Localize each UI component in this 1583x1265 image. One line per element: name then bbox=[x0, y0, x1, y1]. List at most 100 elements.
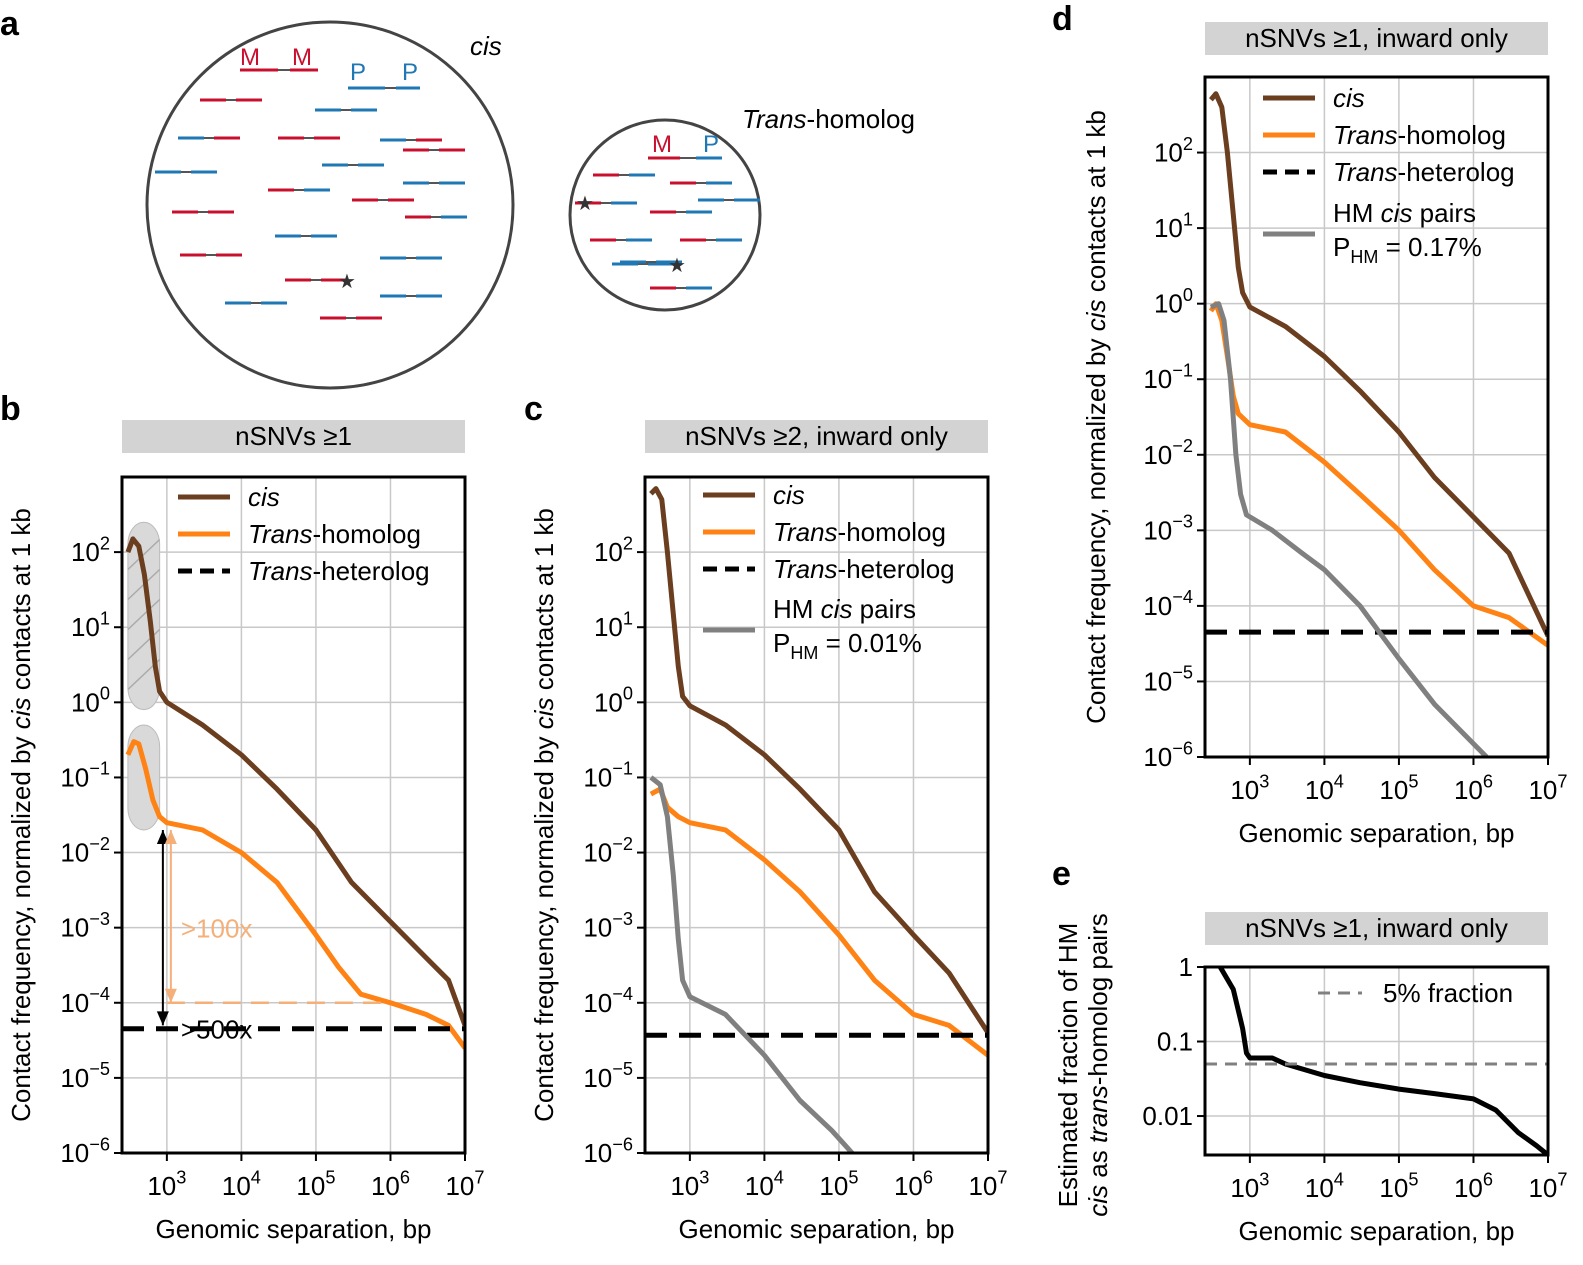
arrowhead bbox=[156, 829, 169, 844]
x-tick-label: 107 bbox=[968, 1167, 1007, 1201]
y-tick-label: 10−5 bbox=[583, 1059, 633, 1093]
x-tick-label: 104 bbox=[1305, 1169, 1344, 1203]
panel-letter-e: e bbox=[1052, 855, 1071, 893]
panel-a-diagram: cis Trans-homolog M M P P M P ★ ★ ★ bbox=[145, 20, 915, 390]
y-tick-label: 10−4 bbox=[1143, 587, 1193, 621]
y-tick-label: 0.1 bbox=[1157, 1027, 1193, 1057]
p-label-1: P bbox=[350, 59, 366, 86]
chart-title-bar bbox=[1205, 22, 1548, 55]
series-line-cis bbox=[125, 536, 465, 1027]
y-tick-label: 10−5 bbox=[1143, 663, 1193, 697]
x-tick-label: 106 bbox=[371, 1167, 410, 1201]
x-tick-label: 103 bbox=[1230, 1169, 1269, 1203]
read-pairs bbox=[155, 68, 760, 320]
legend-label: Trans-heterolog bbox=[773, 554, 955, 584]
y-tick-label: 10−4 bbox=[583, 984, 633, 1018]
legend-label: Trans-homolog bbox=[248, 519, 421, 549]
legend-label: Trans-heterolog bbox=[1333, 157, 1515, 187]
highlight-ellipse bbox=[127, 521, 161, 711]
series-line-cis bbox=[1208, 91, 1548, 638]
series-line-estimated-fraction bbox=[1218, 967, 1548, 1155]
x-tick-label: 104 bbox=[745, 1167, 784, 1201]
legend-label: cis bbox=[1333, 83, 1365, 113]
y-tick-label: 10−3 bbox=[583, 909, 633, 943]
legend-label: Trans-heterolog bbox=[248, 556, 430, 586]
y-axis-label: Contact frequency, normalized by cis con… bbox=[6, 508, 36, 1122]
star-icon: ★ bbox=[576, 193, 594, 215]
y-tick-label: 101 bbox=[71, 609, 110, 643]
m-label-1: M bbox=[240, 44, 260, 71]
x-tick-label: 104 bbox=[222, 1167, 261, 1201]
x-tick-label: 104 bbox=[1305, 771, 1344, 805]
hatch-line bbox=[127, 598, 161, 631]
star-icon: ★ bbox=[338, 271, 356, 293]
y-tick-label: 10−6 bbox=[583, 1134, 633, 1168]
y-tick-label: 1 bbox=[1179, 952, 1193, 982]
panel-letter-d: d bbox=[1052, 0, 1073, 38]
axes-frame bbox=[1203, 965, 1550, 1157]
x-tick-label: 103 bbox=[670, 1167, 709, 1201]
legend-label: PHM = 0.01% bbox=[773, 628, 922, 663]
y-tick-label: 102 bbox=[594, 533, 633, 567]
panel-letter-a: a bbox=[0, 5, 20, 43]
y-tick-label: 100 bbox=[1154, 285, 1193, 319]
legend-label: cis bbox=[773, 480, 805, 510]
y-tick-label: 100 bbox=[594, 684, 633, 718]
chart-title-bar bbox=[645, 420, 988, 453]
arrowhead bbox=[164, 988, 177, 1003]
x-axis-label: Genomic separation, bp bbox=[155, 1214, 431, 1244]
m-label-2: M bbox=[292, 44, 312, 71]
x-tick-label: 105 bbox=[819, 1167, 858, 1201]
y-tick-label: 101 bbox=[1154, 209, 1193, 243]
y-tick-label: 10−5 bbox=[60, 1059, 110, 1093]
panel-letter-c: c bbox=[524, 390, 543, 428]
arrowhead bbox=[156, 1011, 169, 1026]
series-line-hm-cis-pairs bbox=[1209, 301, 1489, 757]
y-tick-label: 10−1 bbox=[1143, 361, 1193, 395]
x-tick-label: 107 bbox=[1528, 1169, 1567, 1203]
chart-panel-e: nSNVs ≥1, inward only 103 104 105 106 107 0.01… bbox=[1053, 912, 1568, 1246]
axes-frame bbox=[643, 475, 990, 1155]
x-axis-label: Genomic separation, bp bbox=[1238, 1216, 1514, 1246]
x-tick-label: 107 bbox=[445, 1167, 484, 1201]
y-tick-label: 101 bbox=[594, 609, 633, 643]
hatch-line bbox=[127, 538, 161, 571]
chart-panel-c: nSNVs ≥2, inward only 103 104 105 106 107 10−6… bbox=[529, 420, 1008, 1244]
axes-frame bbox=[1203, 75, 1550, 759]
y-axis-label-e-line1: Estimated fraction of HM bbox=[1053, 923, 1083, 1208]
panel-letter-b: b bbox=[0, 390, 21, 428]
chart-title: nSNVs ≥2, inward only bbox=[685, 421, 948, 451]
x-axis-label: Genomic separation, bp bbox=[678, 1214, 954, 1244]
x-tick-label: 106 bbox=[1454, 771, 1493, 805]
y-axis-label: Contact frequency, normalized by cis con… bbox=[1081, 110, 1111, 724]
arrowhead bbox=[164, 829, 177, 844]
y-tick-label: 102 bbox=[1154, 134, 1193, 168]
y-tick-label: 102 bbox=[71, 533, 110, 567]
chart-title-bar bbox=[122, 420, 465, 453]
chart-title: nSNVs ≥1 bbox=[235, 421, 352, 451]
cis-circle bbox=[145, 20, 515, 390]
y-tick-label: 10−3 bbox=[1143, 512, 1193, 546]
x-tick-label: 103 bbox=[147, 1167, 186, 1201]
star-icon: ★ bbox=[668, 255, 686, 277]
legend-label: HM cis pairs bbox=[1333, 198, 1476, 228]
y-tick-label: 10−4 bbox=[60, 984, 110, 1018]
legend-label: 5% fraction bbox=[1383, 978, 1513, 1008]
y-tick-label: 10−3 bbox=[60, 909, 110, 943]
x-tick-label: 106 bbox=[894, 1167, 933, 1201]
cis-circle-label: cis bbox=[470, 31, 502, 61]
p-label-3: P bbox=[703, 131, 719, 158]
chart-panel-b: nSNVs ≥1 103 104 105 106 107 10−6 10−5 10−4 10−3 1… bbox=[6, 420, 485, 1244]
chart-title: nSNVs ≥1, inward only bbox=[1245, 913, 1508, 943]
m-label-3: M bbox=[652, 131, 672, 158]
y-tick-label: 10−6 bbox=[1143, 738, 1193, 772]
y-tick-label: 10−2 bbox=[583, 834, 633, 868]
chart-title: nSNVs ≥1, inward only bbox=[1245, 23, 1508, 53]
legend-label: Trans-homolog bbox=[773, 517, 946, 547]
legend-label: HM cis pairs bbox=[773, 594, 916, 624]
trans-circle bbox=[568, 118, 762, 312]
chart-title-bar bbox=[1205, 912, 1548, 945]
x-tick-label: 106 bbox=[1454, 1169, 1493, 1203]
legend-label: cis bbox=[248, 482, 280, 512]
x-axis-label: Genomic separation, bp bbox=[1238, 818, 1514, 848]
